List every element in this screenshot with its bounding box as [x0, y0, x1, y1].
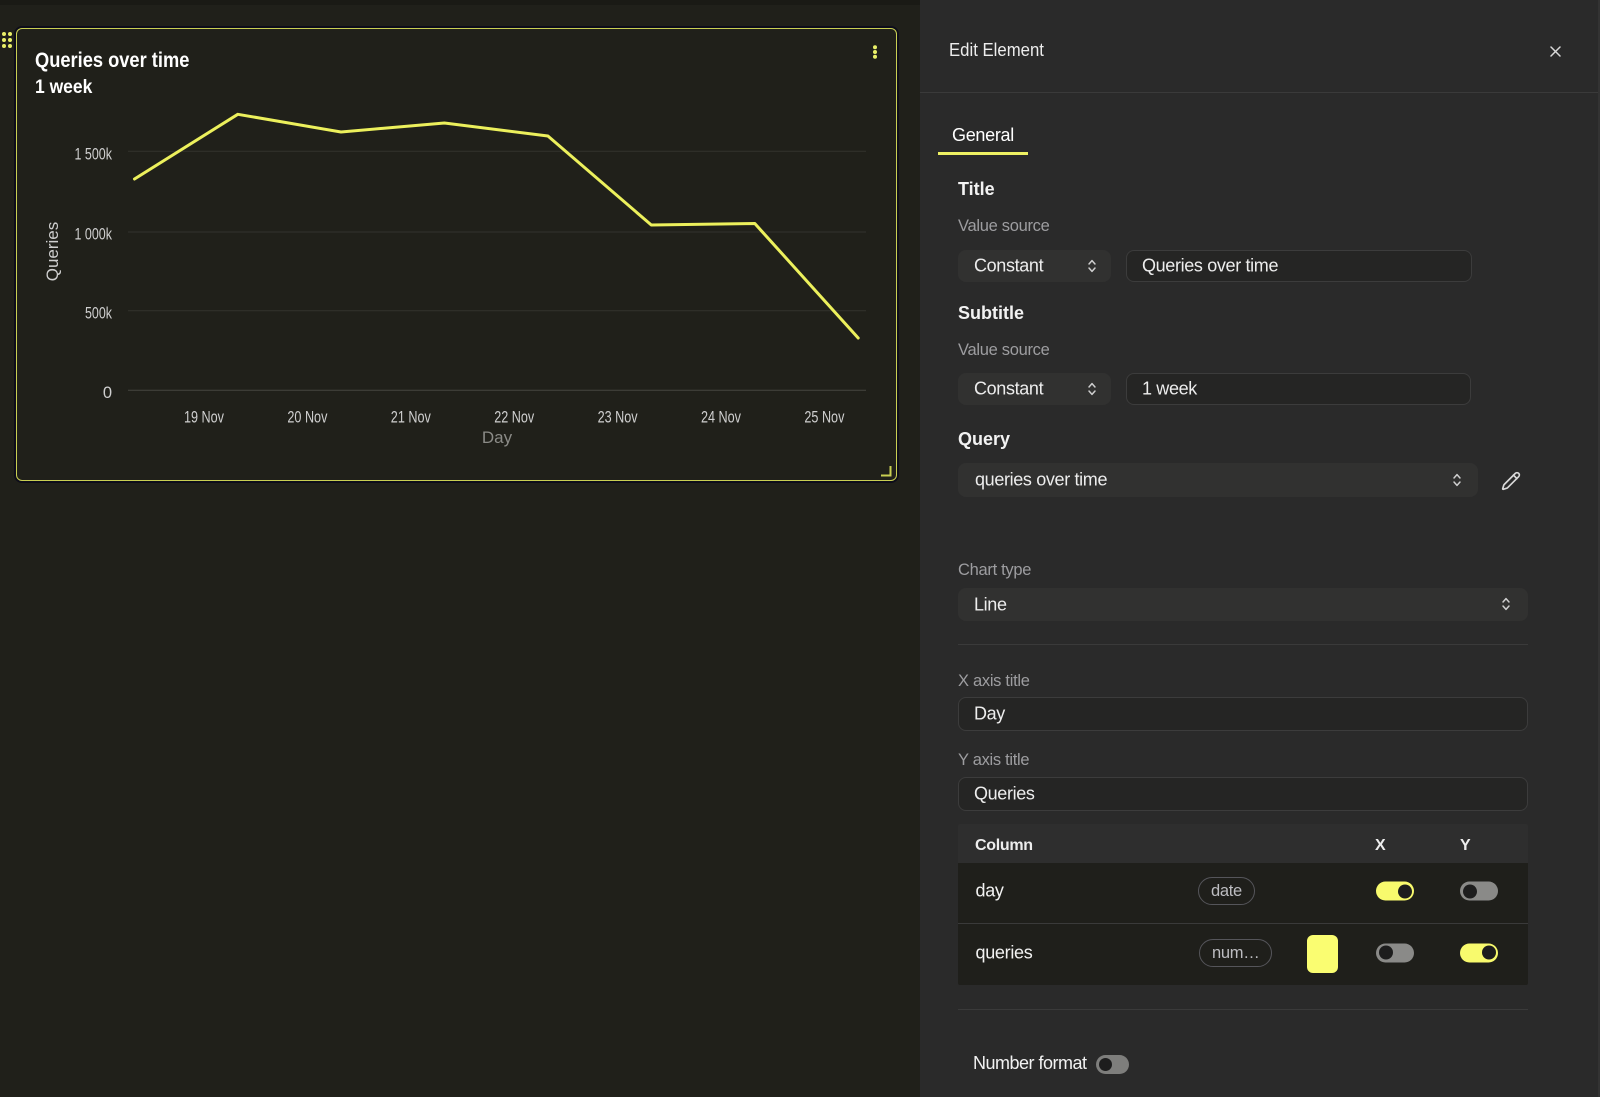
- svg-text:500k: 500k: [85, 305, 113, 323]
- svg-text:21 Nov: 21 Nov: [391, 409, 432, 427]
- svg-text:19 Nov: 19 Nov: [184, 409, 225, 427]
- svg-text:1 000k: 1 000k: [75, 225, 113, 243]
- svg-text:23 Nov: 23 Nov: [598, 409, 639, 427]
- svg-text:20 Nov: 20 Nov: [287, 409, 328, 427]
- svg-text:Day: Day: [482, 428, 513, 447]
- svg-text:24 Nov: 24 Nov: [701, 409, 742, 427]
- svg-text:0: 0: [103, 384, 112, 402]
- svg-text:22 Nov: 22 Nov: [494, 409, 535, 427]
- svg-text:25 Nov: 25 Nov: [804, 409, 845, 427]
- svg-text:1 500k: 1 500k: [75, 146, 113, 164]
- svg-text:Queries: Queries: [43, 222, 62, 282]
